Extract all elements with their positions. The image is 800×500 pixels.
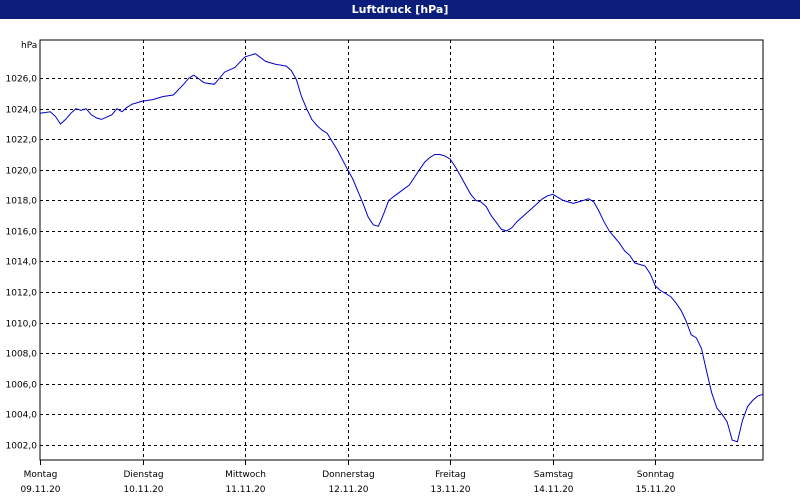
plot-area bbox=[39, 39, 764, 461]
y-tick-label: 1006,0 bbox=[6, 381, 38, 391]
x-tick-date: 12.11.20 bbox=[328, 485, 368, 495]
y-tick-label: 1008,0 bbox=[6, 350, 38, 360]
y-tick-label: 1012,0 bbox=[6, 289, 38, 299]
y-tick-label: 1016,0 bbox=[6, 228, 38, 238]
x-tick-date: 11.11.20 bbox=[225, 485, 265, 495]
x-tick-date: 09.11.20 bbox=[20, 485, 60, 495]
x-tick-weekday: Dienstag bbox=[123, 470, 163, 480]
x-tick-weekday: Donnerstag bbox=[322, 470, 375, 480]
y-tick-label: 1002,0 bbox=[6, 442, 38, 452]
x-tick-date: 15.11.20 bbox=[635, 485, 675, 495]
y-tick-label: 1018,0 bbox=[6, 197, 38, 207]
x-tick-date: 10.11.20 bbox=[123, 485, 163, 495]
x-tick-weekday: Freitag bbox=[435, 470, 466, 480]
y-tick-label: 1024,0 bbox=[6, 106, 38, 116]
y-tick-label: 1014,0 bbox=[6, 258, 38, 268]
series-line-pressure bbox=[39, 53, 764, 443]
x-tick-weekday: Samstag bbox=[534, 470, 573, 480]
y-tick-label: 1026,0 bbox=[6, 75, 38, 85]
x-tick-weekday: Mittwoch bbox=[225, 470, 266, 480]
x-tick-weekday: Sonntag bbox=[637, 470, 674, 480]
y-tick-label: 1010,0 bbox=[6, 320, 38, 330]
y-tick-label: 1020,0 bbox=[6, 167, 38, 177]
y-tick-label: 1022,0 bbox=[6, 136, 38, 146]
y-tick-label: 1004,0 bbox=[6, 411, 38, 421]
y-axis-ticks: 1002,0 1004,0 1006,0 1008,0 1010,0 1012,0 1014… bbox=[6, 75, 38, 452]
x-tick-weekday: Montag bbox=[24, 470, 58, 480]
chart-title: Luftdruck [hPa] bbox=[0, 0, 800, 19]
x-axis-ticks: Montag 09.11.20 Dienstag 10.11.20 Mittwoch 11… bbox=[20, 460, 676, 495]
grid-lines bbox=[40, 40, 763, 460]
x-tick-date: 14.11.20 bbox=[533, 485, 573, 495]
x-tick-date: 13.11.20 bbox=[430, 485, 470, 495]
y-axis-unit-label: hPa bbox=[21, 41, 37, 51]
